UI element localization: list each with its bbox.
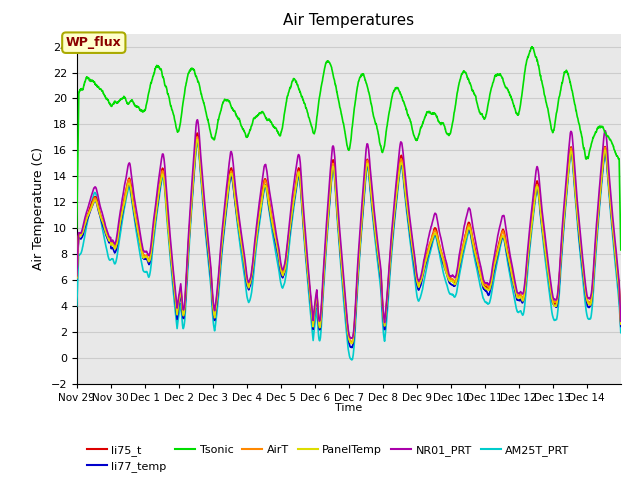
X-axis label: Time: Time bbox=[335, 403, 362, 413]
Y-axis label: Air Temperature (C): Air Temperature (C) bbox=[32, 147, 45, 270]
Title: Air Temperatures: Air Temperatures bbox=[284, 13, 414, 28]
Text: WP_flux: WP_flux bbox=[66, 36, 122, 49]
Legend: li75_t, li77_temp, Tsonic, AirT, PanelTemp, NR01_PRT, AM25T_PRT: li75_t, li77_temp, Tsonic, AirT, PanelTe… bbox=[83, 440, 574, 477]
